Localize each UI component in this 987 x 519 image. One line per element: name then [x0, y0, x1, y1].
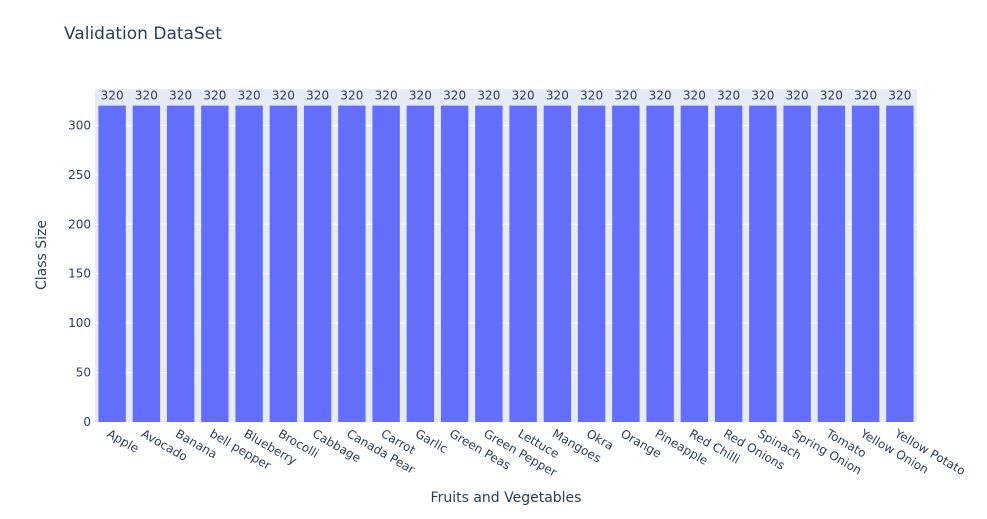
- bar-value-label: 320: [580, 89, 603, 103]
- bar-value-label: 320: [786, 89, 809, 103]
- y-tick-label: 250: [68, 168, 91, 182]
- x-tick-label: Apple: [105, 426, 142, 455]
- y-tick-label: 50: [76, 366, 91, 380]
- plot-area: [95, 89, 917, 422]
- bar-labels: 320 320 320 320 320 320 320 320 320 320 320 320 320 3…: [101, 89, 912, 103]
- bar: [577, 105, 606, 423]
- x-axis-title: Fruits and Vegetables: [431, 490, 582, 506]
- bar-value-label: 320: [614, 89, 637, 103]
- bar-value-label: 320: [375, 89, 398, 103]
- bar: [851, 105, 880, 423]
- bar: [749, 105, 777, 423]
- bar: [303, 105, 332, 423]
- bar-value-label: 320: [272, 89, 295, 103]
- bar: [509, 105, 537, 423]
- x-tick-label: Garlic: [413, 426, 450, 456]
- bar: [886, 105, 914, 423]
- bar-value-label: 320: [546, 89, 569, 103]
- bar: [440, 105, 469, 423]
- y-tick-label: 300: [68, 118, 91, 132]
- bar: [132, 105, 161, 423]
- bar-value-label: 320: [306, 89, 329, 103]
- bar-value-label: 320: [203, 89, 226, 103]
- bar: [166, 105, 195, 423]
- chart-title: Validation DataSet: [64, 24, 222, 44]
- bar-value-label: 320: [409, 89, 432, 103]
- bar: [646, 105, 674, 423]
- bar-value-label: 320: [238, 89, 261, 103]
- gridlines: [95, 124, 917, 374]
- bar: [612, 105, 640, 423]
- bar: [783, 105, 811, 423]
- bar: [98, 105, 126, 423]
- bar-value-label: 320: [820, 89, 843, 103]
- bar: [543, 105, 572, 423]
- bar: [475, 105, 503, 423]
- bar: [269, 105, 298, 423]
- y-tick-label: 200: [68, 217, 91, 231]
- bar-value-label: 320: [888, 89, 911, 103]
- bar-value-label: 320: [477, 89, 500, 103]
- bar: [714, 105, 743, 423]
- bar: [372, 105, 400, 423]
- bar-value-label: 320: [512, 89, 535, 103]
- y-tick-label: 100: [68, 316, 91, 330]
- y-tick-label: 0: [83, 415, 91, 429]
- y-axis-title: Class Size: [34, 220, 50, 290]
- bar-value-label: 320: [649, 89, 672, 103]
- bar-value-label: 320: [443, 89, 466, 103]
- bar: [680, 105, 709, 423]
- bar: [201, 105, 229, 423]
- bar-value-label: 320: [135, 89, 158, 103]
- bar-value-label: 320: [340, 89, 363, 103]
- bar: [817, 105, 846, 423]
- bar-value-label: 320: [101, 89, 124, 103]
- bar-value-label: 320: [751, 89, 774, 103]
- bars: [98, 105, 914, 423]
- bar-value-label: 320: [717, 89, 740, 103]
- y-tick-label: 150: [68, 267, 91, 281]
- bar-value-label: 320: [683, 89, 706, 103]
- bar: [235, 105, 263, 423]
- bar-value-label: 320: [854, 89, 877, 103]
- y-axis-ticks: 0 50 100 150 200 250 300: [68, 118, 91, 429]
- bar: [406, 105, 435, 423]
- bar-value-label: 320: [169, 89, 192, 103]
- bar: [338, 105, 366, 423]
